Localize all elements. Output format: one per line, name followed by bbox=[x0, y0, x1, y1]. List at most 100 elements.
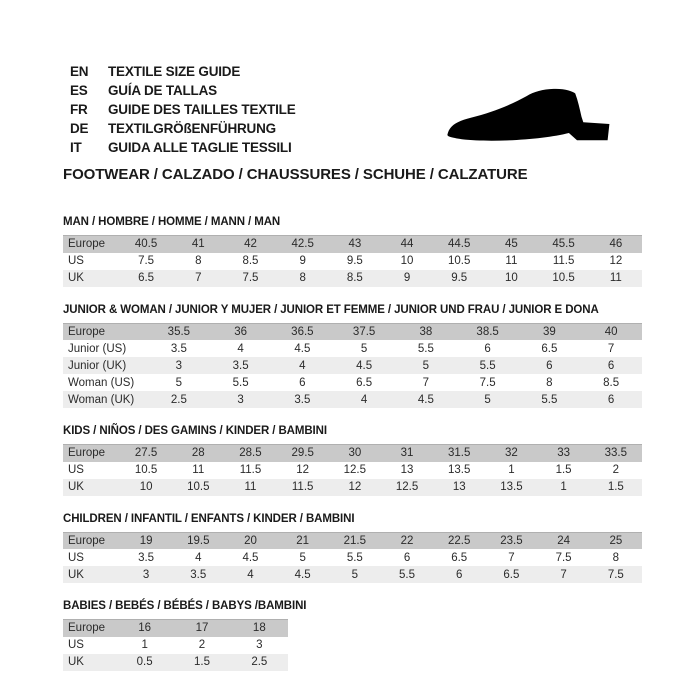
table-cell: 21 bbox=[296, 534, 310, 547]
row-label: US bbox=[68, 639, 84, 651]
table-row: Woman (US) 5 5.5 6 6.5 7 7.5 8 8.5 bbox=[63, 374, 642, 391]
table-cell: 44 bbox=[400, 238, 414, 251]
table-cell: 6.5 bbox=[503, 568, 520, 581]
table-row: Europe 40.5 41 42 42.5 43 44 44.5 45 45.5 46 bbox=[63, 235, 642, 253]
table-cell: 3.5 bbox=[232, 359, 249, 372]
size-table-section: JUNIOR & WOMAN / JUNIOR Y MUJER / JUNIOR… bbox=[63, 303, 700, 408]
row-label: UK bbox=[68, 656, 84, 668]
language-list: EN TEXTILE SIZE GUIDE ES GUÍA DE TALLAS FR GU… bbox=[70, 62, 296, 157]
table-cell: 20 bbox=[244, 534, 257, 547]
size-table-section: BABIES / BEBÉS / BÉBÉS / BABYS /BAMBINI E… bbox=[63, 600, 700, 671]
table-cell: 11.5 bbox=[239, 464, 262, 476]
table-cell: 36 bbox=[234, 325, 248, 338]
table-cell: 16 bbox=[138, 622, 152, 635]
size-table-section: KIDS / NIÑOS / DES GAMINS / KINDER / BAM… bbox=[63, 425, 700, 496]
table-cell: 1 bbox=[508, 464, 515, 476]
table-row: UK 6.5 7 7.5 8 8.5 9 9.5 10 10.5 11 bbox=[63, 269, 642, 287]
table-cell: 5.5 bbox=[417, 342, 434, 355]
table-cell: 3.5 bbox=[138, 551, 155, 564]
table-cell: 11.5 bbox=[552, 255, 575, 267]
table-row: UK 10 10.5 11 11.5 12 12.5 13 13.5 1 1.5 bbox=[63, 478, 642, 496]
table-cell: 17 bbox=[195, 622, 209, 635]
table-cell: 7.5 bbox=[242, 272, 259, 284]
size-table-section: CHILDREN / INFANTIL / ENFANTS / KINDER /… bbox=[63, 513, 700, 583]
language-row: DE TEXTILGRÖßENFÜHRUNG bbox=[70, 119, 296, 138]
row-label: Europe bbox=[68, 622, 106, 635]
table-cell: 1.5 bbox=[607, 481, 624, 493]
table-cell: 1.5 bbox=[193, 656, 210, 668]
table-row: US 10.5 11 11.5 12 12.5 13 13.5 1 1.5 2 bbox=[63, 462, 642, 479]
table-cell: 6 bbox=[607, 359, 615, 372]
table-cell: 42.5 bbox=[291, 238, 314, 251]
table-cell: 6 bbox=[484, 342, 491, 355]
table-cell: 28 bbox=[191, 447, 205, 460]
table-cell: 45 bbox=[505, 238, 518, 251]
table-cell: 1 bbox=[560, 481, 567, 493]
table-cell: 31.5 bbox=[448, 447, 471, 460]
table-cell: 4.5 bbox=[417, 393, 434, 406]
row-label: Woman (UK) bbox=[68, 393, 135, 406]
table-cell: 23.5 bbox=[500, 534, 523, 547]
table-cell: 5.5 bbox=[346, 551, 363, 564]
language-label: GUIDA ALLE TAGLIE TESSILI bbox=[108, 140, 292, 155]
row-label: Junior (US) bbox=[68, 342, 127, 355]
table-cell: 5 bbox=[360, 342, 368, 355]
table-row: Junior (UK) 3 3.5 4 4.5 5 5.5 6 6 bbox=[63, 357, 642, 374]
table-cell: 40 bbox=[604, 325, 618, 338]
size-table: Europe 27.5 28 28.5 29.5 30 31 31.5 32 33 33.5 US 10… bbox=[63, 444, 642, 496]
table-cell: 3 bbox=[237, 393, 244, 406]
row-label: UK bbox=[68, 272, 84, 284]
language-label: TEXTILGRÖßENFÜHRUNG bbox=[108, 121, 276, 136]
table-cell: 33.5 bbox=[604, 447, 628, 460]
table-cell: 8.5 bbox=[603, 376, 620, 389]
table-cell: 5 bbox=[422, 359, 430, 372]
table-cell: 39 bbox=[542, 325, 556, 338]
table-cell: 4 bbox=[299, 359, 306, 372]
table-cell: 37.5 bbox=[352, 325, 376, 338]
table-title: JUNIOR & WOMAN / JUNIOR Y MUJER / JUNIOR… bbox=[63, 303, 599, 316]
table-cell: 9 bbox=[403, 272, 411, 284]
table-cell: 21.5 bbox=[343, 534, 367, 547]
table-cell: 19.5 bbox=[187, 534, 210, 547]
table-cell: 6.5 bbox=[541, 342, 558, 355]
table-cell: 7 bbox=[195, 272, 202, 284]
table-row: Woman (UK) 2.5 3 3.5 4 4.5 5 5.5 6 bbox=[63, 391, 642, 408]
row-label: Europe bbox=[68, 447, 106, 460]
size-table-section: MAN / HOMBRE / HOMME / MANN / MAN Europe 4… bbox=[63, 216, 700, 287]
table-cell: 27.5 bbox=[134, 447, 158, 460]
table-cell: 4 bbox=[360, 393, 368, 406]
table-cell: 25 bbox=[609, 534, 623, 547]
size-table: Europe 19 19.5 20 21 21.5 22 22.5 23.5 24 25 US 3.5 4… bbox=[63, 532, 642, 583]
tables: MAN / HOMBRE / HOMME / MANN / MAN Europe 4… bbox=[63, 216, 700, 671]
language-code: IT bbox=[70, 140, 82, 155]
table-title: MAN / HOMBRE / HOMME / MANN / MAN bbox=[63, 216, 281, 228]
table-cell: 44.5 bbox=[448, 238, 471, 251]
table-row: UK 0.5 1.5 2.5 bbox=[63, 653, 288, 671]
row-label: Woman (US) bbox=[68, 376, 135, 389]
table-cell: 7.5 bbox=[607, 568, 624, 581]
table-cell: 31 bbox=[400, 447, 414, 460]
table-cell: 11.5 bbox=[291, 481, 314, 493]
language-label: TEXTILE SIZE GUIDE bbox=[108, 64, 241, 79]
table-cell: 3 bbox=[175, 359, 183, 372]
table-cell: 6 bbox=[456, 568, 463, 581]
table-cell: 6.5 bbox=[356, 376, 373, 389]
table-cell: 10.5 bbox=[187, 481, 210, 493]
row-label: Europe bbox=[68, 238, 106, 251]
table-cell: 1 bbox=[141, 639, 148, 651]
table-cell: 4 bbox=[247, 568, 254, 581]
table-cell: 5.5 bbox=[232, 376, 249, 389]
table-row: US 3.5 4 4.5 5 5.5 6 6.5 7 7.5 8 bbox=[63, 549, 642, 566]
table-cell: 13.5 bbox=[500, 481, 523, 493]
table-cell: 13 bbox=[400, 464, 414, 476]
table-cell: 3.5 bbox=[170, 342, 187, 355]
table-cell: 7.5 bbox=[555, 551, 572, 564]
table-row: Junior (US) 3.5 4 4.5 5 5.5 6 6.5 7 bbox=[63, 340, 642, 357]
table-cell: 38.5 bbox=[476, 325, 499, 338]
table-cell: 4.5 bbox=[242, 551, 259, 564]
language-code: FR bbox=[70, 102, 88, 117]
row-label: Europe bbox=[68, 325, 106, 338]
table-cell: 11 bbox=[192, 464, 205, 476]
table-cell: 0.5 bbox=[136, 656, 153, 668]
